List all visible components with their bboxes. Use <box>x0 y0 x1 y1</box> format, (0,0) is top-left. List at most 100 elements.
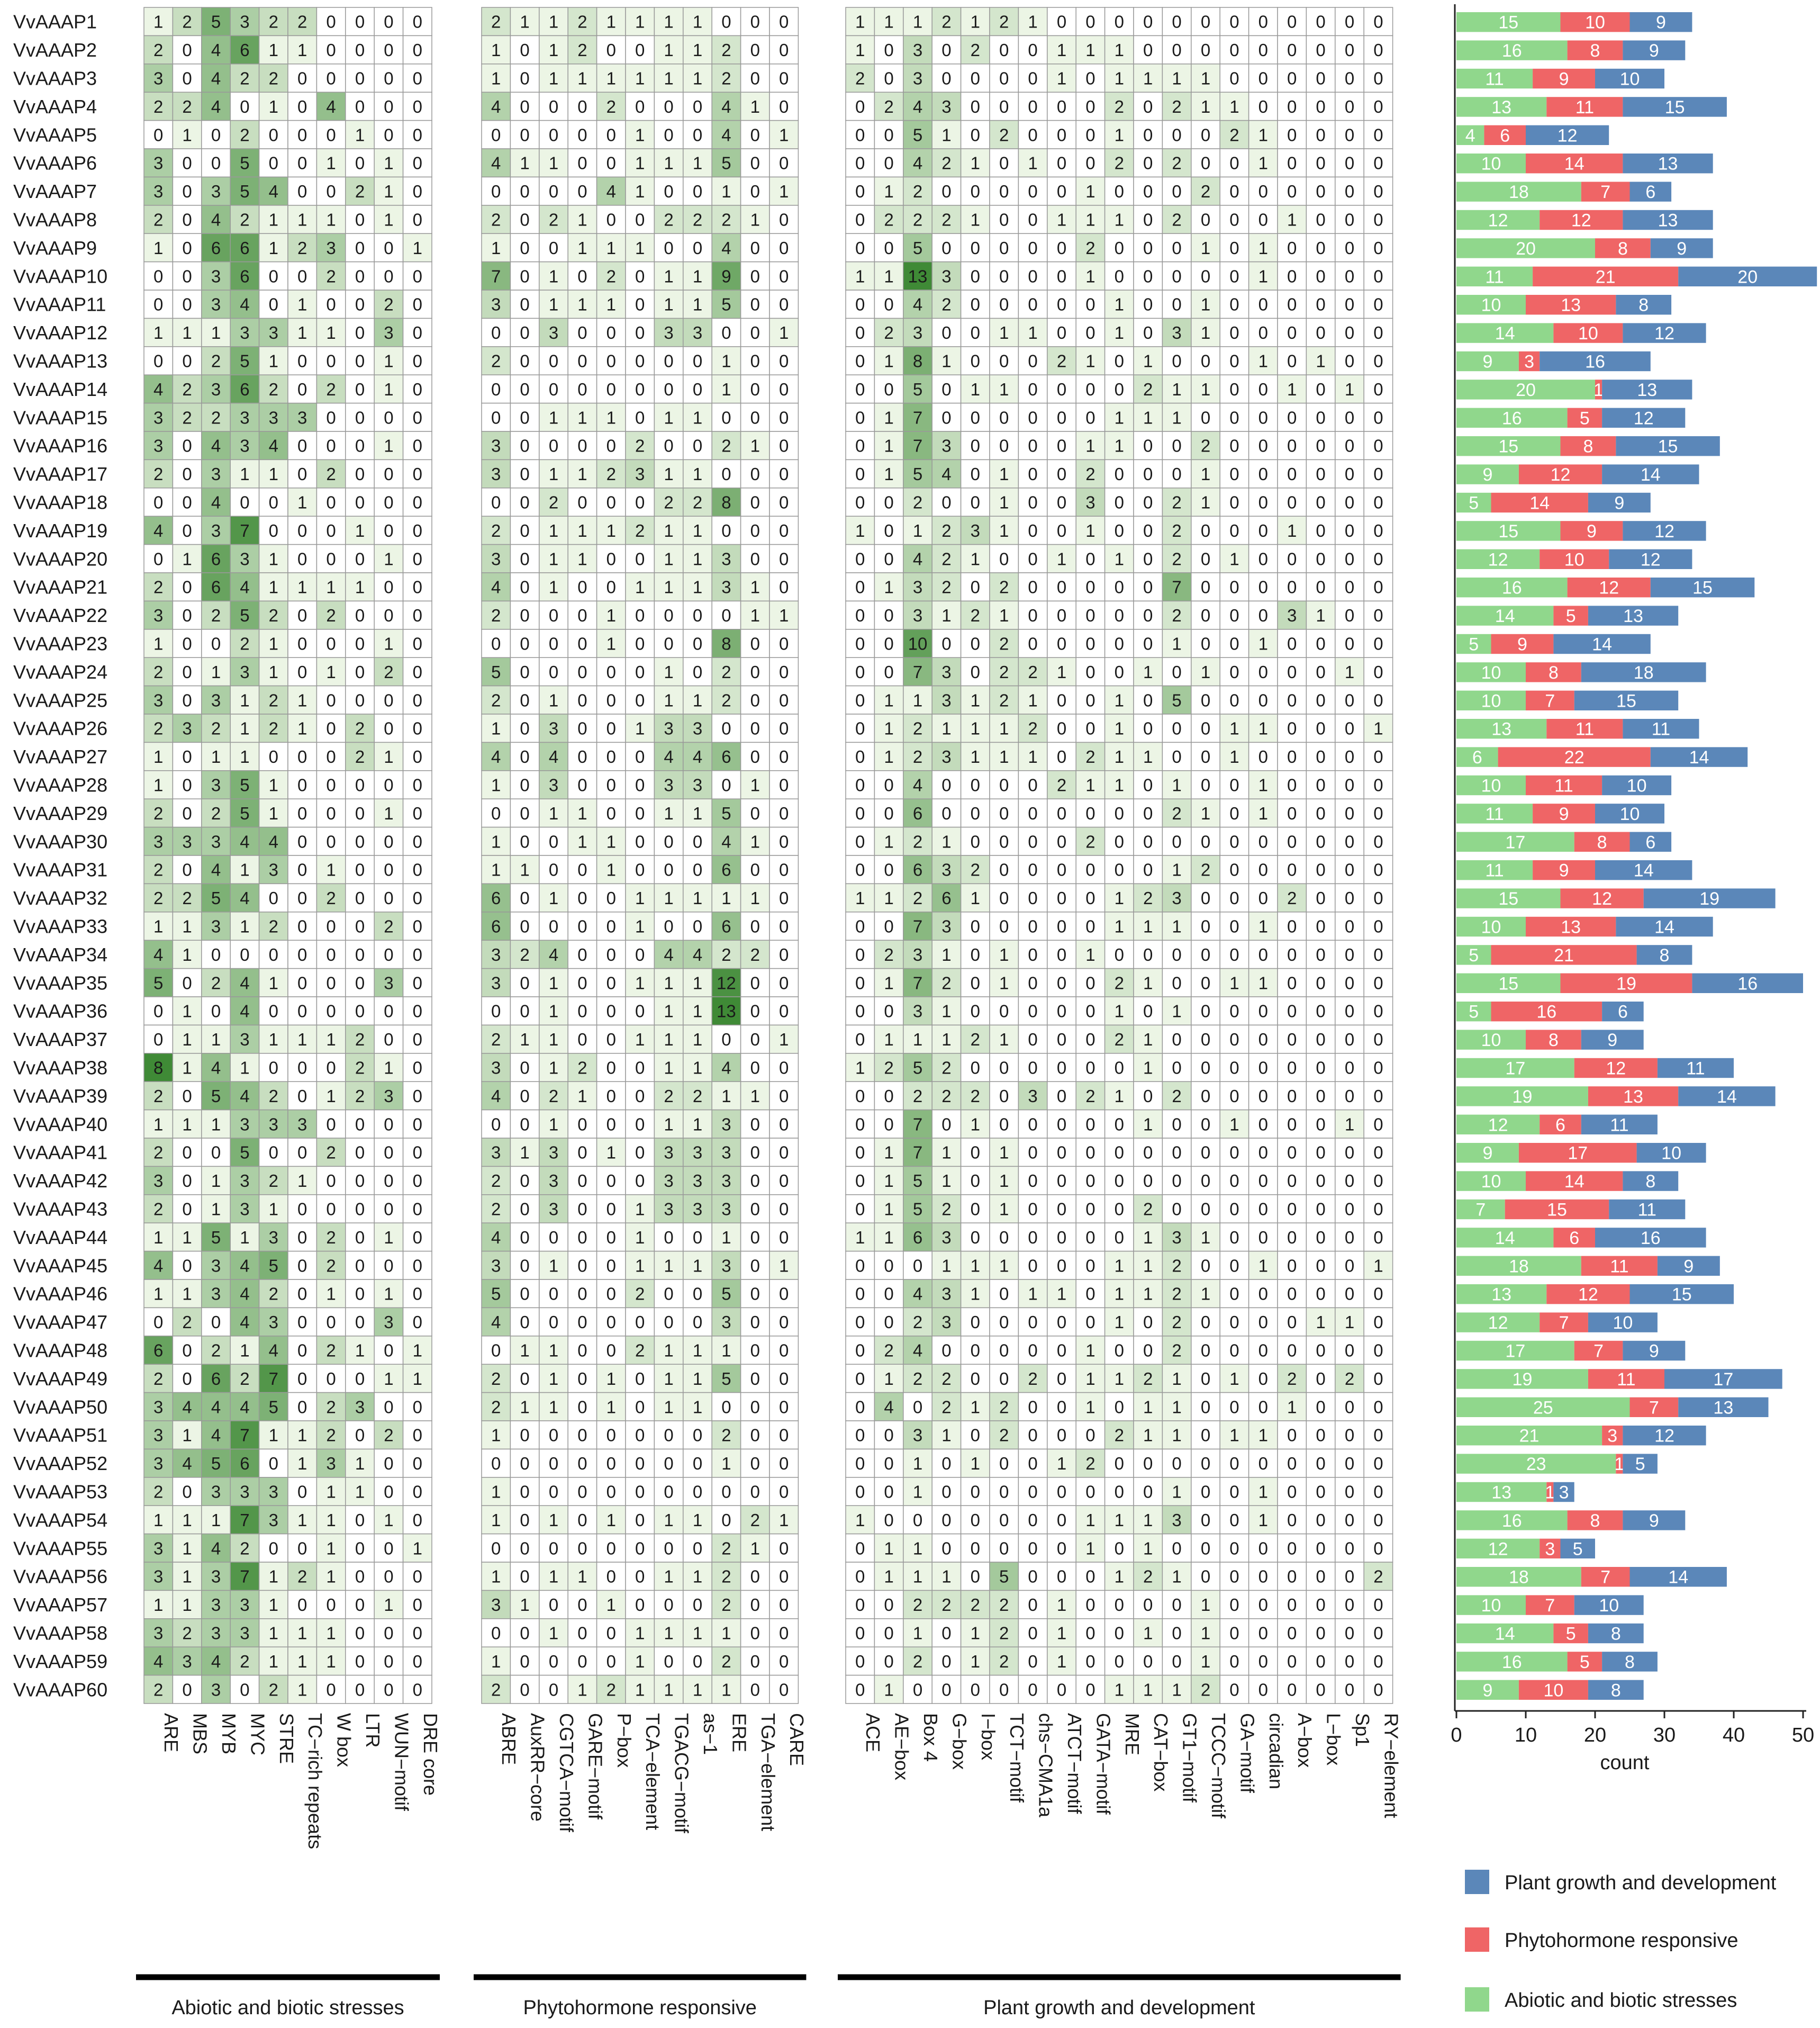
cell-value: 2 <box>326 1143 336 1162</box>
cell-value: 2 <box>999 634 1009 654</box>
gene-label: VvAAAP59 <box>13 1651 107 1672</box>
cell-value: 0 <box>941 238 951 258</box>
heatmap-cell <box>287 205 318 234</box>
cell-value: 1 <box>297 719 307 738</box>
cell-value: 0 <box>1373 182 1383 201</box>
cell-value: 0 <box>779 154 789 173</box>
cell-value: 3 <box>211 917 221 936</box>
cell-value: 2 <box>211 1341 221 1360</box>
cell-value: 0 <box>1287 1086 1297 1106</box>
cell-value: 2 <box>999 1652 1009 1671</box>
cell-value: 1 <box>855 888 865 908</box>
cell-value: 0 <box>999 1228 1009 1247</box>
cell-value: 0 <box>1258 832 1268 851</box>
cell-value: 3 <box>971 521 980 540</box>
cell-value: 0 <box>1316 1595 1325 1615</box>
cell-value: 4 <box>269 436 278 456</box>
cell-value: 0 <box>779 860 789 880</box>
cell-value: 0 <box>1143 210 1153 230</box>
cell-value: 7 <box>913 1143 922 1162</box>
cell-value: 0 <box>1316 1426 1325 1445</box>
cell-value: 0 <box>1345 464 1354 484</box>
cell-value: 0 <box>1085 860 1095 880</box>
cell-value: 0 <box>549 860 558 880</box>
cell-value: 0 <box>1258 40 1268 60</box>
cell-value: 0 <box>1229 1171 1239 1191</box>
cell-value: 1 <box>971 1256 980 1275</box>
cell-value: 0 <box>326 295 336 314</box>
cell-value: 3 <box>153 1397 163 1417</box>
cell-value: 2 <box>1143 1200 1153 1219</box>
cell-value: 0 <box>1085 69 1095 88</box>
cell-value: 1 <box>664 690 673 710</box>
cell-value: 0 <box>1028 860 1037 880</box>
cell-value: 1 <box>384 1510 393 1530</box>
cell-value: 0 <box>297 69 307 88</box>
cell-value: 0 <box>577 690 587 710</box>
cell-value: 0 <box>1316 210 1325 230</box>
cell-value: 0 <box>355 12 365 32</box>
cell-value: 0 <box>855 1200 865 1219</box>
cell-value: 0 <box>750 1228 760 1247</box>
cell-value: 1 <box>999 323 1009 342</box>
cell-value: 2 <box>297 238 307 258</box>
column-label: W box <box>333 1713 355 1767</box>
cell-value: 1 <box>999 747 1009 767</box>
cell-value: 0 <box>779 1114 789 1134</box>
cell-value: 3 <box>664 1143 673 1162</box>
cell-value: 0 <box>635 690 645 710</box>
cell-value: 0 <box>413 719 422 738</box>
cell-value: 0 <box>1229 1030 1239 1049</box>
cell-value: 0 <box>779 1454 789 1473</box>
cell-value: 0 <box>606 776 616 795</box>
cell-value: 0 <box>1373 1454 1383 1473</box>
cell-value: 8 <box>913 351 922 371</box>
cell-value: 0 <box>999 1086 1009 1106</box>
cell-value: 0 <box>1115 1171 1124 1191</box>
cell-value: 0 <box>1316 1341 1325 1360</box>
cell-value: 1 <box>941 351 951 371</box>
cell-value: 3 <box>913 69 922 88</box>
cell-value: 0 <box>693 634 702 654</box>
cell-value: 3 <box>693 776 702 795</box>
cell-value: 2 <box>913 1369 922 1389</box>
cell-value: 1 <box>971 719 980 738</box>
cell-value: 3 <box>549 1200 558 1219</box>
cell-value: 0 <box>1345 549 1354 569</box>
bar-value: 13 <box>1561 295 1581 316</box>
cell-value: 0 <box>355 662 365 682</box>
cell-value: 0 <box>1258 380 1268 399</box>
cell-value: 3 <box>693 1200 702 1219</box>
cell-value: 0 <box>1143 719 1153 738</box>
cell-value: 4 <box>326 97 336 116</box>
cell-value: 1 <box>297 1030 307 1049</box>
cell-value: 0 <box>1258 1284 1268 1304</box>
cell-value: 0 <box>577 154 587 173</box>
cell-value: 0 <box>1201 888 1210 908</box>
cell-value: 1 <box>182 125 192 145</box>
cell-value: 4 <box>913 1341 922 1360</box>
cell-value: 5 <box>1172 690 1181 710</box>
cell-value: 0 <box>606 1426 616 1445</box>
cell-value: 0 <box>855 1652 865 1671</box>
cell-value: 0 <box>941 1652 951 1671</box>
cell-value: 0 <box>1258 1030 1268 1049</box>
cell-value: 0 <box>413 380 422 399</box>
cell-value: 0 <box>326 436 336 456</box>
cell-value: 6 <box>913 860 922 880</box>
cell-value: 0 <box>1115 1200 1124 1219</box>
cell-value: 2 <box>1028 719 1037 738</box>
cell-value: 0 <box>779 1624 789 1643</box>
cell-value: 0 <box>884 40 893 60</box>
cell-value: 0 <box>884 804 893 823</box>
cell-value: 1 <box>635 154 645 173</box>
cell-value: 1 <box>1115 690 1124 710</box>
cell-value: 0 <box>326 832 336 851</box>
cell-value: 2 <box>1172 1341 1181 1360</box>
cell-value: 1 <box>269 634 278 654</box>
cell-value: 0 <box>999 408 1009 427</box>
cell-value: 0 <box>577 1312 587 1332</box>
cell-value: 1 <box>549 266 558 286</box>
cell-value: 0 <box>664 1284 673 1304</box>
cell-value: 0 <box>577 323 587 342</box>
